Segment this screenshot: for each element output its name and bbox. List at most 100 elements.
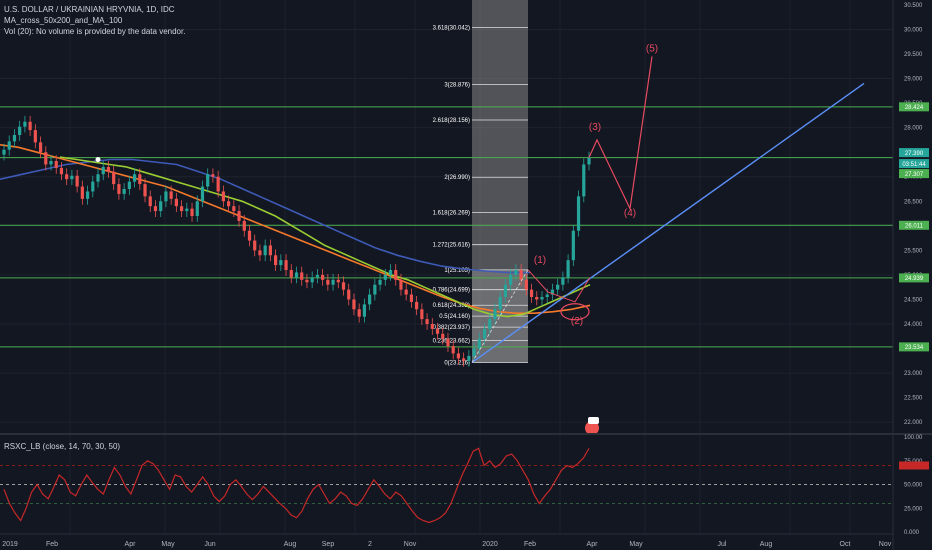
price-badge-label: 28.424 — [905, 105, 924, 111]
price-badge-label: 26.011 — [905, 223, 924, 229]
volume-indicator-label: Vol (20): No volume is provided by the d… — [4, 27, 186, 36]
candle-body — [321, 274, 325, 280]
candle-body — [284, 260, 288, 270]
price-badge — [899, 273, 929, 283]
candle-body — [226, 201, 231, 207]
candle-body — [117, 184, 121, 194]
candle-body — [582, 164, 586, 197]
candle-body — [498, 297, 502, 310]
fib-level-label: 2(26.990) — [444, 175, 470, 181]
candle-body — [54, 161, 58, 168]
candle-body — [482, 328, 487, 339]
x-axis-tick-label: 2019 — [2, 541, 18, 548]
price-badge-label: 24.939 — [905, 276, 924, 282]
candle-body — [550, 289, 555, 295]
y-axis-tick-label: 29.500 — [904, 52, 923, 58]
candle-body — [200, 186, 205, 202]
x-axis-tick-label: Apr — [125, 541, 137, 548]
fib-level-label: 0.618(24.382) — [433, 303, 470, 309]
candle-body — [153, 206, 158, 212]
candle-body — [263, 245, 267, 256]
price-badge — [899, 342, 929, 352]
candle-body — [132, 174, 137, 182]
candle-body — [28, 121, 32, 131]
y-axis-tick-label: 24.000 — [904, 322, 923, 328]
candle-body — [571, 230, 575, 261]
candle-body — [143, 184, 147, 197]
candle-body — [420, 309, 424, 320]
candle-body — [289, 270, 293, 278]
candle-body — [23, 121, 27, 127]
candle-body — [566, 260, 570, 278]
candle-body — [232, 206, 236, 212]
candle-body — [305, 279, 309, 283]
candle-body — [268, 245, 272, 256]
fib-level-label: 3(28.876) — [444, 83, 470, 89]
rsi-value-badge — [899, 461, 929, 470]
candle-body — [477, 338, 481, 349]
fib-level-label: 2.618(28.156) — [433, 118, 470, 124]
price-badge — [899, 169, 929, 179]
x-axis-tick-label: Jun — [204, 541, 215, 548]
fib-level-label: 1.272(25.616) — [433, 243, 470, 249]
y-axis-tick-label: 29.000 — [904, 77, 923, 83]
candle-body — [561, 277, 565, 285]
candle-body — [587, 157, 591, 165]
x-axis-tick-label: Aug — [760, 541, 773, 548]
candle-body — [456, 353, 461, 359]
candle-body — [357, 309, 361, 317]
candle-body — [545, 294, 549, 297]
candle-body — [75, 175, 79, 187]
rsi-axis-tick-label: 0.000 — [904, 530, 920, 536]
wave-2-ellipse — [560, 303, 590, 321]
price-badge-label: 27.390 — [905, 151, 924, 157]
candle-body — [347, 289, 351, 300]
candle-body — [216, 176, 220, 192]
candle-body — [373, 284, 377, 295]
y-axis-tick-label: 30.500 — [904, 3, 923, 9]
candle-body — [179, 206, 184, 212]
x-axis-tick-label: Aug — [284, 541, 297, 548]
candle-body — [315, 274, 319, 278]
candle-body — [7, 141, 11, 150]
wave-projection-path — [588, 56, 653, 211]
y-axis-tick-label: 22.500 — [904, 396, 923, 402]
candle-body — [472, 348, 476, 356]
wave-label: (2) — [571, 316, 583, 327]
candle-body — [368, 294, 372, 305]
candle-body — [96, 174, 100, 182]
candle-body — [430, 324, 434, 329]
fib-level-label: 3.618(30.042) — [433, 25, 470, 31]
fib-level-label: 0.5(24.160) — [439, 314, 470, 320]
fib-level-label: 0.786(24.699) — [433, 288, 470, 294]
candle-body — [221, 191, 225, 202]
candle-body — [409, 294, 414, 302]
price-badge-label: 23.534 — [905, 345, 924, 351]
candle-body — [38, 142, 43, 153]
wave-label: (3) — [589, 122, 601, 133]
candle-body — [425, 319, 429, 324]
fib-level-label: 0.236(23.662) — [433, 339, 470, 345]
candle-body — [164, 191, 168, 202]
candle-body — [138, 174, 142, 185]
candle-body — [91, 181, 95, 192]
x-axis-tick-label: Feb — [524, 541, 536, 548]
x-axis-tick-label: Sep — [322, 541, 335, 548]
candle-body — [2, 149, 6, 155]
candle-body — [399, 279, 403, 290]
x-axis-tick-label: Nov — [879, 541, 892, 548]
candle-body — [435, 328, 440, 334]
ma-indicator-label: MA_cross_50x200_and_MA_100 — [4, 16, 123, 25]
symbol-title: U.S. DOLLAR / UKRAINIAN HRYVNIA, 1D, IDC — [4, 5, 175, 14]
candle-body — [237, 211, 241, 221]
fib-level-label: 1.618(26.269) — [433, 211, 470, 217]
ma-50-line — [59, 156, 591, 318]
price-badge — [899, 148, 929, 158]
candle-body — [378, 279, 382, 285]
x-axis-tick-label: Feb — [46, 541, 58, 548]
y-axis-tick-label: 26.500 — [904, 199, 923, 205]
candle-body — [122, 189, 126, 194]
x-axis-tick-label: May — [161, 541, 175, 548]
